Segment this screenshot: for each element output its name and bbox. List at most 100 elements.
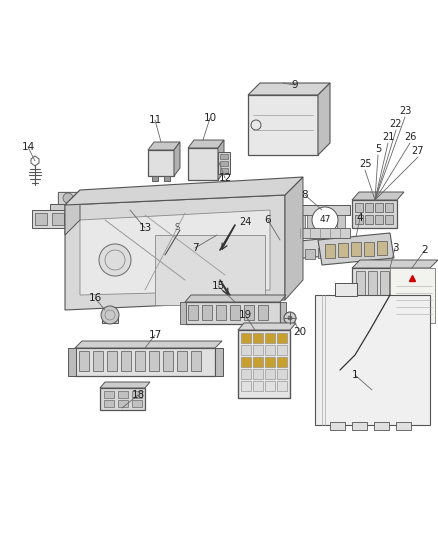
Bar <box>35 213 47 225</box>
Bar <box>69 213 81 225</box>
Bar <box>392 271 401 299</box>
Bar <box>107 351 117 371</box>
Bar <box>265 357 275 367</box>
Bar <box>253 381 263 391</box>
Bar <box>352 422 367 430</box>
Bar <box>375 203 383 212</box>
Bar <box>248 95 318 155</box>
Bar <box>238 330 290 398</box>
Bar <box>251 270 259 278</box>
Text: 25: 25 <box>359 159 371 169</box>
Bar <box>375 215 383 224</box>
Bar <box>215 348 223 376</box>
Bar <box>263 270 271 278</box>
Bar <box>356 271 365 299</box>
Text: 6: 6 <box>265 215 271 225</box>
Text: S: S <box>174 222 180 231</box>
Bar <box>256 203 264 207</box>
Bar <box>86 213 98 225</box>
Bar <box>253 357 263 367</box>
Bar <box>227 270 235 278</box>
Bar <box>351 243 361 256</box>
Bar <box>241 345 251 355</box>
Bar <box>218 152 230 174</box>
Bar <box>365 203 373 212</box>
Bar <box>318 248 328 257</box>
Bar <box>226 205 234 255</box>
Text: 4: 4 <box>357 213 363 223</box>
Bar <box>164 176 170 181</box>
Polygon shape <box>188 140 224 148</box>
Bar <box>216 305 226 320</box>
Bar <box>100 388 145 410</box>
Bar <box>185 302 280 324</box>
Circle shape <box>312 207 338 233</box>
Bar <box>68 348 76 376</box>
Bar <box>226 203 234 207</box>
Bar <box>352 200 397 228</box>
Circle shape <box>95 193 105 203</box>
Bar <box>220 168 228 173</box>
Bar <box>75 348 215 376</box>
Bar <box>307 215 315 235</box>
Bar <box>256 205 264 255</box>
Bar <box>118 391 128 398</box>
Bar <box>266 205 274 255</box>
Bar <box>230 305 240 320</box>
Bar <box>50 204 65 224</box>
Text: 22: 22 <box>390 119 402 129</box>
Text: 12: 12 <box>219 173 232 183</box>
Bar <box>365 215 373 224</box>
Circle shape <box>127 193 137 203</box>
Bar <box>220 154 228 159</box>
Bar <box>180 302 186 324</box>
Bar <box>103 213 115 225</box>
Polygon shape <box>85 270 295 290</box>
Text: 20: 20 <box>293 327 307 337</box>
Bar <box>241 333 251 343</box>
Bar <box>327 215 335 235</box>
Bar <box>241 369 251 379</box>
Polygon shape <box>238 323 296 330</box>
Text: 9: 9 <box>292 80 298 90</box>
Bar <box>132 400 142 407</box>
Circle shape <box>284 312 296 324</box>
Bar <box>239 270 247 278</box>
Bar <box>368 271 377 299</box>
Bar <box>238 330 290 398</box>
Polygon shape <box>222 190 287 200</box>
Bar <box>265 333 275 343</box>
Bar <box>265 345 275 355</box>
Bar <box>396 422 411 430</box>
Text: 5: 5 <box>375 144 381 154</box>
Bar <box>253 369 263 379</box>
Bar <box>277 345 287 355</box>
Bar <box>305 249 315 259</box>
Polygon shape <box>65 195 285 310</box>
Bar <box>58 192 188 204</box>
Bar <box>297 215 305 235</box>
Bar <box>355 215 363 224</box>
Polygon shape <box>75 341 222 348</box>
Text: 10: 10 <box>203 113 216 123</box>
Bar <box>241 381 251 391</box>
Bar <box>325 244 335 258</box>
Text: 19: 19 <box>238 310 251 320</box>
Bar <box>335 283 357 296</box>
Polygon shape <box>100 382 150 388</box>
Polygon shape <box>352 260 438 268</box>
Bar <box>220 161 228 166</box>
Bar <box>385 203 393 212</box>
Polygon shape <box>185 295 286 302</box>
Polygon shape <box>218 140 224 180</box>
Bar <box>164 176 170 181</box>
Bar <box>374 422 389 430</box>
Bar <box>266 253 276 263</box>
Bar <box>135 351 145 371</box>
Bar <box>253 333 263 343</box>
Text: 18: 18 <box>131 390 145 400</box>
Bar <box>240 256 250 266</box>
Bar <box>244 305 254 320</box>
Circle shape <box>63 193 73 203</box>
Bar <box>265 369 275 379</box>
